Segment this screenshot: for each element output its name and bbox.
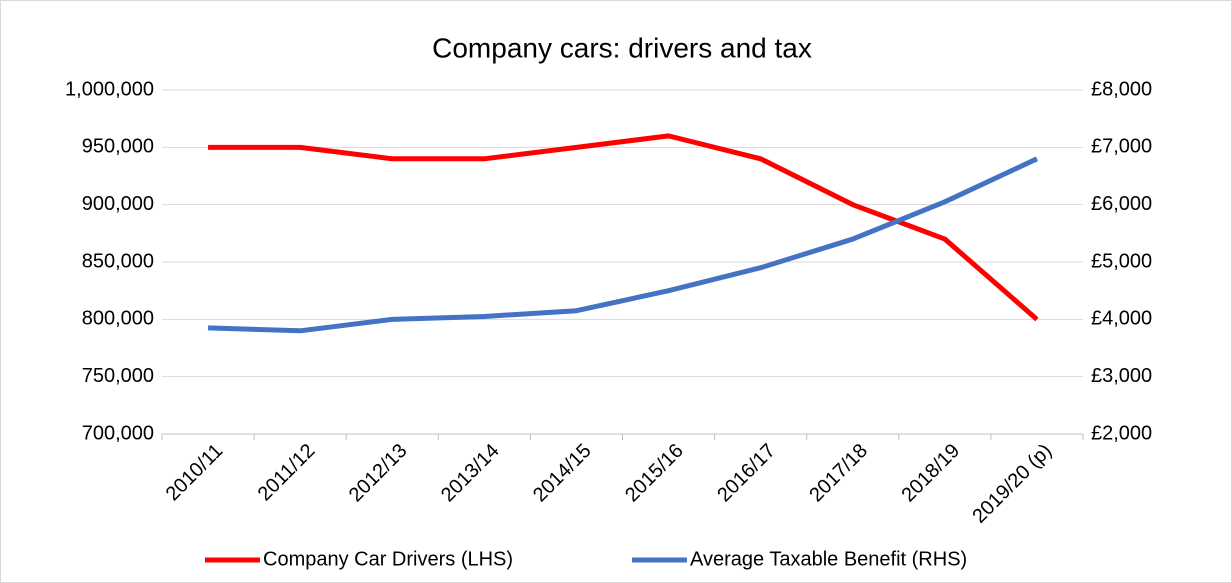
y2-tick-label: £7,000	[1091, 136, 1152, 158]
y-tick-label: 950,000	[82, 136, 154, 158]
y-tick-label: 750,000	[82, 365, 154, 387]
y-tick-label: 800,000	[82, 308, 154, 330]
y-tick-label: 1,000,000	[65, 78, 154, 100]
y-tick-label: 700,000	[82, 422, 154, 444]
series-line	[207, 156, 1039, 334]
y2-tick-label: £3,000	[1091, 365, 1152, 387]
y2-tick-label: £2,000	[1091, 422, 1152, 444]
chart-title: Company cars: drivers and tax	[432, 32, 812, 63]
y2-tick-label: £5,000	[1091, 250, 1152, 272]
y2-tick-label: £4,000	[1091, 308, 1152, 330]
legend-label: Average Taxable Benefit (RHS)	[690, 548, 967, 570]
y-tick-label: 900,000	[82, 193, 154, 215]
y2-tick-label: £6,000	[1091, 193, 1152, 215]
legend-label: Company Car Drivers (LHS)	[263, 548, 513, 570]
y-tick-label: 850,000	[82, 250, 154, 272]
y2-tick-label: £8,000	[1091, 78, 1152, 100]
